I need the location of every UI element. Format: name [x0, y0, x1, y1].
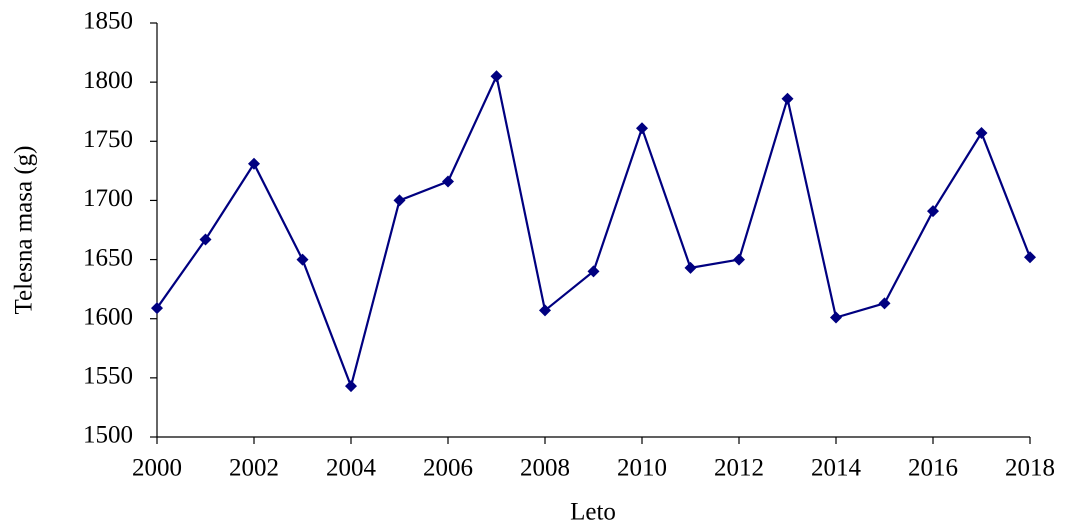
y-tick-label: 1500	[83, 422, 133, 449]
data-point	[248, 157, 260, 170]
data-point	[199, 233, 212, 246]
data-point	[733, 253, 745, 266]
x-tick-label: 2016	[908, 455, 958, 482]
x-tick-label: 2002	[229, 455, 279, 482]
x-tick-label: 2014	[811, 455, 862, 482]
x-tick-label: 2006	[423, 455, 473, 482]
data-point	[1024, 251, 1036, 264]
data-point	[636, 122, 648, 135]
series-line	[156, 72, 1032, 390]
data-point	[151, 302, 163, 315]
data-point	[345, 380, 357, 393]
data-point	[442, 175, 454, 188]
data-point	[781, 92, 794, 105]
y-tick-label: 1550	[83, 363, 133, 390]
y-axis-label: Telesna masa (g)	[11, 145, 38, 314]
x-axis-label: Leto	[570, 499, 616, 526]
y-tick-label: 1650	[83, 244, 133, 271]
data-point	[490, 70, 503, 83]
data-point	[975, 127, 988, 140]
data-point	[878, 297, 891, 310]
data-point	[927, 205, 939, 218]
x-tick-label: 2000	[132, 455, 182, 482]
y-tick-label: 1800	[83, 67, 133, 94]
data-point	[587, 265, 600, 278]
data-point	[296, 253, 309, 266]
data-point	[393, 194, 406, 207]
y-tick-label: 1850	[83, 8, 133, 35]
data-point	[830, 311, 842, 324]
y-tick-label: 1700	[83, 185, 133, 212]
x-tick-label: 2008	[520, 455, 570, 482]
x-tick-label: 2004	[326, 455, 377, 482]
x-tick-label: 2010	[617, 455, 667, 482]
data-point	[539, 304, 551, 317]
data-point	[684, 261, 697, 274]
x-tick-label: 2012	[714, 455, 764, 482]
y-tick-label: 1750	[83, 126, 133, 153]
y-tick-label: 1600	[83, 303, 133, 330]
x-tick-label: 2018	[1005, 455, 1055, 482]
